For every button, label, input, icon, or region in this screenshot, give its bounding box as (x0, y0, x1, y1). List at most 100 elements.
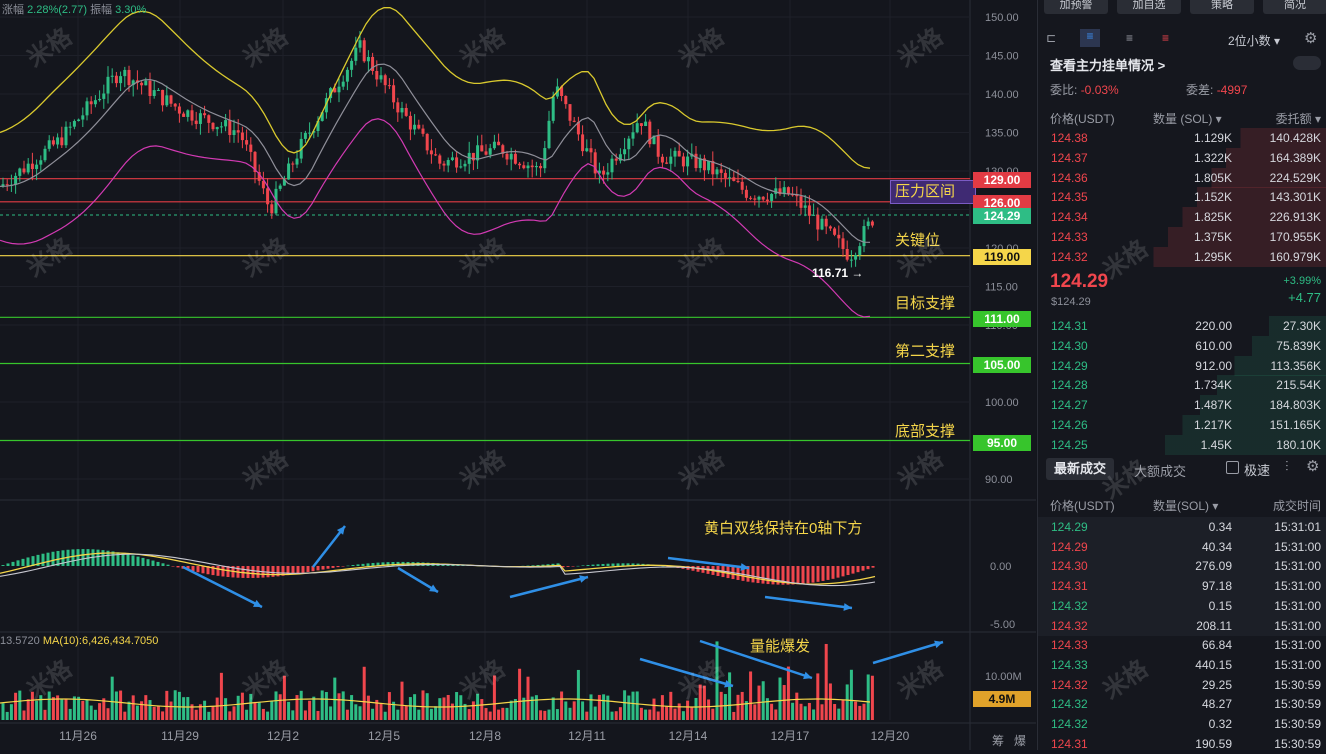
speed-checkbox[interactable] (1226, 461, 1239, 474)
overview-button[interactable]: 简况 (1263, 0, 1326, 14)
volume-bar (711, 708, 715, 720)
ask-row[interactable]: 124.38 1.129K 140.428K (1038, 128, 1326, 148)
macd-bar (796, 566, 800, 585)
bid-row[interactable]: 124.26 1.217K 151.165K (1038, 415, 1326, 435)
arrow-head (429, 584, 438, 592)
trade-tab-latest[interactable]: 最新成交 (1046, 458, 1115, 480)
x-tool-1[interactable]: 筹 (992, 734, 1005, 748)
trend-arrow (312, 525, 346, 568)
volume-bar (870, 675, 874, 720)
trade-row[interactable]: 124.32 48.27 15:30:59 (1038, 694, 1326, 714)
volume-bar (144, 695, 148, 720)
arrow-head (803, 671, 812, 680)
candle-body (35, 164, 39, 170)
candle-body (702, 158, 706, 171)
volume-bar (652, 698, 656, 720)
candle-body (165, 95, 169, 106)
trend-arrow (764, 595, 853, 610)
candle-body (333, 88, 337, 93)
bid-row[interactable]: 124.30 610.00 75.839K (1038, 335, 1326, 356)
candle-body (438, 155, 442, 164)
ask-row[interactable]: 124.32 1.295K 160.979K (1038, 246, 1326, 267)
x-tool-2[interactable]: 爆 (1014, 734, 1027, 748)
volume-bar (644, 709, 648, 720)
candle-body (824, 218, 828, 227)
trade-tab-large[interactable]: 大额成交 (1134, 464, 1187, 479)
trade-row[interactable]: 124.32 29.25 15:30:59 (1038, 675, 1326, 695)
trade-row[interactable]: 124.32 208.11 15:31:00 (1038, 615, 1326, 636)
candle-body (442, 163, 446, 166)
candle-body (106, 76, 110, 94)
bid-row[interactable]: 124.27 1.487K 184.803K (1038, 395, 1326, 416)
volume-header: 13.5720 MA(10):6,426,434.7050 (0, 635, 158, 647)
trade-row[interactable]: 124.31 190.59 15:30:59 (1038, 734, 1326, 754)
ask-row[interactable]: 124.37 1.322K 164.389K (1038, 147, 1326, 168)
candle-body (186, 110, 190, 117)
macd-bar (291, 566, 295, 575)
candle-body (190, 110, 194, 121)
bid-row[interactable]: 124.29 912.00 113.356K (1038, 355, 1326, 376)
trade-row-total: 15:30:59 (1274, 736, 1321, 751)
filter-icon[interactable]: ⫶ (1285, 458, 1289, 474)
strategy-button[interactable]: 策略 (1190, 0, 1254, 14)
trade-row[interactable]: 124.33 440.15 15:31:00 (1038, 655, 1326, 675)
add-watchlist-button[interactable]: 加自选 (1117, 0, 1181, 14)
macd-bar (346, 565, 350, 567)
trade-row[interactable]: 124.30 276.09 15:31:00 (1038, 556, 1326, 577)
layout-asks-icon[interactable]: ≡ (1126, 31, 1134, 45)
trade-row[interactable]: 124.29 40.34 15:31:00 (1038, 536, 1326, 557)
candle-body (434, 154, 438, 156)
arrow-head (253, 599, 262, 607)
volume-bar (845, 684, 849, 720)
volume-bar (799, 703, 803, 720)
macd-bar (751, 566, 755, 583)
candle-body (140, 82, 144, 86)
candle-body (358, 40, 362, 48)
main-orders-link[interactable]: 查看主力挂单情况 > (1050, 58, 1166, 73)
ob-header-total[interactable]: 委托额 ▾ (1275, 112, 1321, 126)
trade-row-total: 15:31:00 (1274, 539, 1321, 554)
volume-bar (698, 684, 702, 720)
ob-header-qty[interactable]: 数量 (SOL) ▾ (1153, 112, 1222, 126)
main-orders-toggle[interactable] (1293, 56, 1321, 70)
trade-row[interactable]: 124.32 0.15 15:31:00 (1038, 595, 1326, 616)
macd-bar (371, 562, 375, 566)
bid-row[interactable]: 124.31 220.00 27.30K (1038, 316, 1326, 336)
macd-bar (131, 555, 135, 566)
bid-row[interactable]: 124.25 1.45K 180.10K (1038, 434, 1326, 455)
trade-row[interactable]: 124.32 0.32 15:30:59 (1038, 714, 1326, 734)
ask-row[interactable]: 124.36 1.805K 224.529K (1038, 167, 1326, 188)
volume-bar (22, 710, 26, 720)
settings-gear-icon[interactable]: ⚙ (1304, 30, 1318, 47)
volume-bar (68, 708, 72, 720)
ask-row[interactable]: 124.35 1.152K 143.301K (1038, 187, 1326, 208)
add-alert-button[interactable]: 加预警 (1044, 0, 1108, 14)
volume-bar (690, 706, 694, 720)
x-date-label: 11月26 (59, 729, 97, 743)
layout-bids-icon[interactable]: ≡ (1080, 29, 1100, 47)
macd-bar (361, 563, 365, 566)
price-chart[interactable]: 150.00145.00140.00135.00130.00125.00120.… (0, 0, 1036, 750)
layout-both-icon[interactable]: ⊏ (1046, 31, 1057, 45)
macd-bar (861, 566, 865, 571)
decimal-select[interactable]: 2位小数 ▾ (1228, 32, 1280, 49)
trade-row[interactable]: 124.33 66.84 15:31:00 (1038, 635, 1326, 655)
trade-row[interactable]: 124.29 0.34 15:31:01 (1038, 517, 1326, 537)
trade-settings-gear-icon[interactable]: ⚙ (1306, 458, 1320, 475)
trades-header-qty[interactable]: 数量(SOL) ▾ (1153, 499, 1219, 513)
weibi-label: 委比: (1050, 83, 1078, 97)
trade-row[interactable]: 124.31 97.18 15:31:00 (1038, 576, 1326, 597)
ask-row[interactable]: 124.34 1.825K 226.913K (1038, 207, 1326, 228)
macd-bar (761, 566, 765, 584)
ask-row[interactable]: 124.33 1.375K 170.955K (1038, 227, 1326, 247)
volume-bar (274, 691, 278, 720)
layout-list-icon[interactable]: ≡ (1162, 31, 1170, 45)
chart-area[interactable]: 150.00145.00140.00135.00130.00125.00120.… (0, 0, 1036, 750)
bid-row[interactable]: 124.28 1.734K 215.54K (1038, 375, 1326, 396)
ask-row-total: 164.389K (1269, 150, 1321, 165)
candle-body (488, 148, 492, 155)
candle-body (177, 106, 181, 114)
candle-body (736, 180, 740, 182)
candle-body (635, 123, 639, 133)
candle-body (589, 148, 593, 153)
